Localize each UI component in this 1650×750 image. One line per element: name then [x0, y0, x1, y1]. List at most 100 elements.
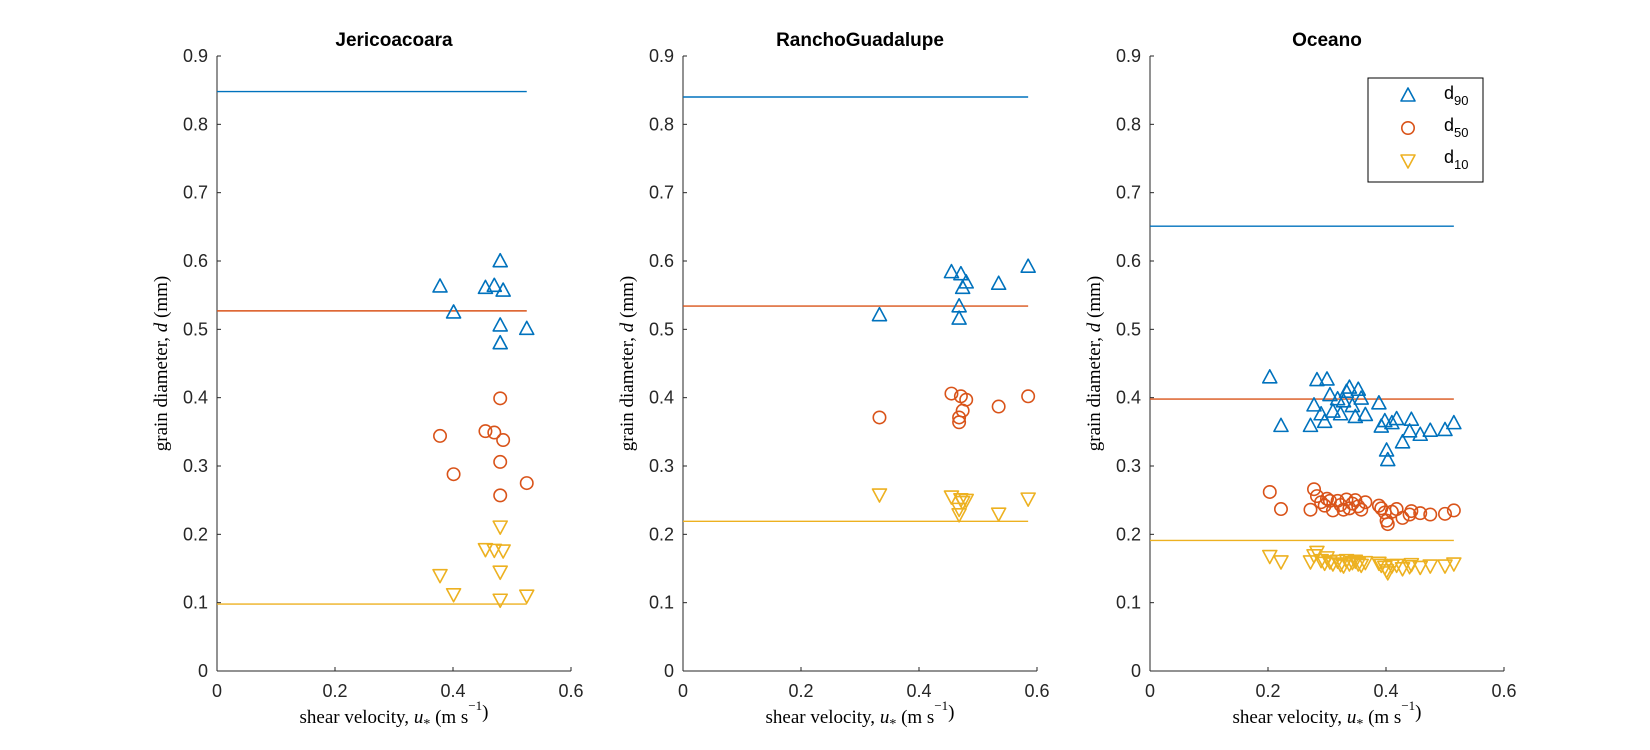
d10-point	[990, 507, 1007, 522]
d90-point	[486, 277, 503, 293]
d90-point	[1379, 451, 1396, 467]
d50-point	[519, 476, 534, 491]
d90-point	[1347, 408, 1364, 424]
y-tick-label: 0.2	[183, 524, 208, 544]
d90-point	[990, 275, 1007, 291]
d90-point	[445, 304, 462, 319]
d10-point	[1388, 558, 1405, 574]
d10-point	[1347, 554, 1364, 570]
d50-point	[496, 433, 511, 448]
y-tick-label: 0.3	[649, 456, 674, 476]
y-tick-label: 0.9	[1116, 46, 1141, 66]
d50-point	[1021, 389, 1036, 404]
d90-point	[1316, 413, 1333, 429]
y-tick-label: 0.8	[1116, 114, 1141, 134]
d90-point	[1384, 414, 1400, 430]
d50-point	[493, 454, 508, 469]
d10-point	[871, 488, 888, 503]
d50-point	[1380, 517, 1395, 532]
d90-point	[1401, 423, 1418, 438]
d90-point	[871, 306, 888, 322]
d10-point	[1322, 555, 1338, 570]
d50-point	[1351, 499, 1366, 514]
d50-point	[487, 425, 502, 440]
d10-point	[1261, 549, 1278, 565]
d90-point	[958, 274, 974, 289]
x-tick-label: 0	[1145, 681, 1155, 701]
d90-point	[1273, 417, 1289, 433]
d90-point	[1388, 410, 1405, 426]
d50-point	[493, 488, 508, 503]
d50-point	[1262, 484, 1277, 499]
x-tick-label: 0.6	[1491, 681, 1516, 701]
y-tick-label: 0.6	[649, 251, 674, 271]
panel-3: 0 0.1 0.2 0.3 0.4 0.5 0.6 0.7 0.8 0.9 0 0.2 0.4 0.6 Oc…	[1084, 30, 1517, 732]
d90-point	[1020, 258, 1036, 273]
d50-point	[1358, 495, 1373, 510]
d90-point	[1261, 369, 1278, 384]
d50-point	[944, 386, 959, 401]
d10-point	[958, 493, 974, 509]
d50-point	[1446, 503, 1461, 518]
panel-title: Jericoacoara	[335, 30, 453, 51]
y-tick-label: 0.6	[1116, 251, 1141, 271]
legend-d50-marker	[1401, 121, 1416, 136]
panel-2: 0 0.1 0.2 0.3 0.4 0.5 0.6 0.7 0.8 0.9 0 0.2 0.4 0.6 Ra…	[617, 30, 1050, 732]
d90-point	[492, 334, 508, 350]
d10-point	[1306, 549, 1322, 564]
d50-point	[1438, 506, 1453, 521]
d50-point	[1404, 504, 1419, 519]
d10-point	[1394, 562, 1411, 577]
x-tick-label: 0.2	[788, 681, 813, 701]
y-axis-label: grain diameter, d (mm)	[617, 276, 638, 451]
d10-point	[1357, 555, 1374, 571]
legend-d90-marker	[1400, 87, 1416, 102]
d90-point	[1322, 386, 1338, 402]
d50-point	[959, 392, 974, 407]
d10-point	[1412, 560, 1429, 576]
legend-d10-marker	[1400, 154, 1416, 169]
d50-point	[1303, 502, 1318, 517]
d10-point	[1437, 559, 1453, 574]
d90-point	[943, 263, 960, 279]
y-tick-label: 0.1	[649, 593, 674, 613]
x-tick-label: 0.4	[906, 681, 931, 701]
d90-point	[1325, 403, 1341, 418]
d10-point	[1329, 554, 1346, 570]
y-tick-label: 0.3	[1116, 456, 1141, 476]
d90-point	[495, 282, 511, 297]
d10-point	[1371, 556, 1387, 572]
d50-point	[991, 399, 1006, 414]
d90-point	[1394, 433, 1411, 449]
legend: d90 d50 d10	[1367, 77, 1484, 183]
d50-point	[446, 467, 461, 482]
d10-point	[1422, 559, 1439, 574]
d50-point	[1320, 491, 1335, 506]
d90-point	[1422, 422, 1439, 437]
legend-box	[1367, 77, 1484, 183]
x-tick-label: 0.2	[1255, 681, 1280, 701]
y-axis-label: grain diameter, d (mm)	[1084, 276, 1105, 451]
d90-point	[1377, 412, 1393, 428]
d50-point	[872, 410, 887, 425]
y-tick-label: 0.2	[1116, 524, 1141, 544]
x-axis-label: shear velocity, u* (m s−1)	[1233, 698, 1422, 732]
d10-point	[1338, 553, 1355, 569]
d90-point	[1332, 405, 1349, 421]
d10-point	[1353, 558, 1370, 574]
y-tick-label: 0.7	[649, 183, 674, 203]
x-tick-label: 0.2	[322, 681, 347, 701]
x-tick-label: 0.6	[1024, 681, 1049, 701]
y-tick-label: 0.6	[183, 251, 208, 271]
x-axis-label: shear velocity, u* (m s−1)	[300, 698, 489, 732]
d50-point	[1273, 502, 1288, 517]
y-tick-label: 0	[664, 661, 674, 681]
y-tick-label: 0.3	[183, 456, 208, 476]
y-tick-label: 0.2	[649, 524, 674, 544]
d50-point	[1395, 510, 1410, 525]
x-tick-label: 0	[678, 681, 688, 701]
x-tick-label: 0	[212, 681, 222, 701]
d50-point	[1354, 502, 1369, 517]
d90-point	[953, 265, 969, 281]
